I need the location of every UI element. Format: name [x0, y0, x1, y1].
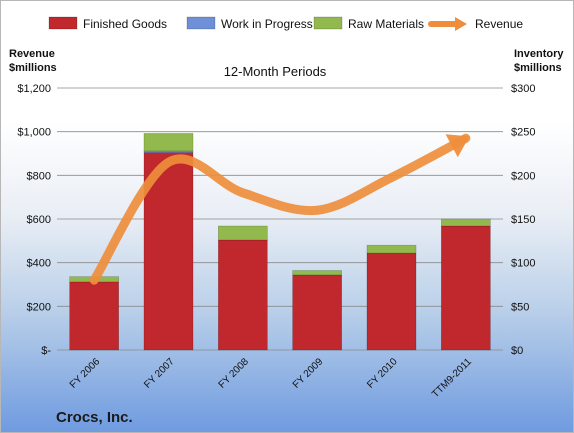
x-tick-label: TTM9-2011 — [430, 356, 474, 400]
bar-finished-goods — [441, 225, 491, 351]
bar-finished-goods — [366, 252, 417, 351]
legend-label: Work in Progress — [221, 17, 313, 31]
x-tick-label: FY 2009 — [291, 356, 326, 391]
bar-finished-goods — [69, 281, 119, 351]
right-axis-title-line2: $millions — [514, 62, 562, 74]
bars — [69, 133, 491, 351]
revenue-arrowhead — [445, 134, 470, 158]
left-tick-label: $600 — [27, 214, 51, 226]
revenue-point — [93, 279, 95, 281]
legend: Finished Goods Work in Progress Raw Materi… — [48, 16, 523, 31]
legend-swatch — [48, 16, 78, 30]
left-tick-label: $1,200 — [17, 83, 51, 95]
x-tick-label: FY 2007 — [142, 356, 177, 391]
bar-finished-goods — [292, 274, 342, 351]
revenue-line-path — [89, 133, 471, 285]
chart-subtitle: 12-Month Periods — [224, 64, 327, 79]
x-tick-label: FY 2006 — [68, 356, 103, 391]
left-tick-label: $800 — [27, 170, 51, 182]
left-tick-label: $1,000 — [17, 127, 51, 139]
right-tick-label: $50 — [511, 301, 529, 313]
revenue-point — [242, 192, 244, 194]
revenue-point — [391, 177, 392, 179]
revenue-point — [168, 161, 169, 163]
revenue-line — [89, 133, 471, 285]
left-tick-label: $400 — [27, 258, 51, 270]
legend-label: Revenue — [475, 17, 523, 31]
right-axis-title-line1: Inventory — [514, 48, 564, 60]
bar-raw-materials — [366, 244, 417, 254]
right-tick-label: $200 — [511, 170, 535, 182]
right-tick-label: $250 — [511, 127, 535, 139]
bar-raw-materials — [441, 218, 491, 227]
bar-raw-materials — [292, 270, 342, 276]
x-tick-label: FY 2010 — [365, 356, 400, 391]
revenue-point — [316, 209, 318, 211]
left-axis-title-line1: Revenue — [9, 48, 55, 60]
right-tick-label: $0 — [511, 345, 523, 357]
right-tick-label: $300 — [511, 83, 535, 95]
company-name: Crocs, Inc. — [56, 409, 133, 426]
x-tick-label: FY 2008 — [217, 356, 252, 391]
right-axis-ticks: $0 $50 $100 $150 $200 $250 $300 — [511, 83, 535, 357]
legend-label: Finished Goods — [83, 17, 167, 31]
right-tick-label: $150 — [511, 214, 535, 226]
left-tick-label: $200 — [27, 301, 51, 313]
legend-label: Raw Materials — [348, 17, 424, 31]
right-tick-label: $100 — [511, 258, 535, 270]
bar-finished-goods — [218, 239, 268, 351]
left-tick-label: $- — [41, 345, 51, 357]
revenue-point — [465, 137, 467, 139]
legend-swatch — [186, 16, 216, 30]
legend-swatch — [313, 16, 343, 30]
bar-raw-materials — [143, 133, 194, 152]
legend-swatch-arrow — [455, 17, 467, 31]
left-axis-title-line2: $millions — [9, 62, 57, 74]
x-axis-ticks: FY 2006 FY 2007 FY 2008 FY 2009 FY 2010 TTM9-… — [68, 356, 474, 400]
left-axis-ticks: $- $200 $400 $600 $800 $1,000 $1,200 — [17, 83, 51, 357]
bar-raw-materials — [218, 225, 268, 241]
